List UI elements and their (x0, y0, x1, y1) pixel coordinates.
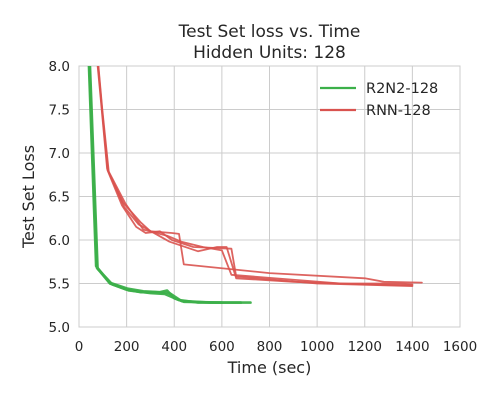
x-axis-label: Time (sec) (227, 358, 312, 377)
x-tick-label: 200 (114, 339, 140, 355)
series-line-r2n2-128 (88, 66, 243, 304)
x-tick-label: 1400 (395, 339, 429, 355)
series-line-rnn-128 (97, 66, 414, 286)
y-tick-label: 6.0 (49, 233, 70, 249)
y-tick-label: 6.5 (49, 190, 70, 206)
x-tick-labels: 0 200 400 600 800 1000 1200 1400 1600 (75, 339, 477, 355)
x-tick-label: 1000 (300, 339, 334, 355)
y-tick-labels: 5.0 5.5 6.0 6.5 7.0 7.5 8.0 (49, 59, 70, 336)
y-tick-label: 7.5 (49, 103, 70, 119)
series-r2n2-128 (87, 66, 252, 304)
y-tick-label: 7.0 (49, 146, 70, 162)
y-tick-label: 5.0 (49, 320, 70, 336)
x-tick-label: 0 (75, 339, 84, 355)
x-tick-label: 600 (209, 339, 235, 355)
legend-label-r2n2-128: R2N2-128 (366, 81, 438, 97)
series-rnn-128 (96, 66, 423, 287)
chart-title: Test Set loss vs. Time (178, 22, 361, 42)
x-tick-label: 400 (161, 339, 187, 355)
series-layer (87, 66, 423, 304)
y-tick-label: 5.5 (49, 277, 70, 293)
chart-subtitle: Hidden Units: 128 (193, 43, 346, 63)
x-tick-label: 1600 (443, 339, 477, 355)
y-axis-label: Test Set Loss (19, 145, 38, 249)
y-tick-label: 8.0 (49, 59, 70, 75)
x-tick-label: 800 (257, 339, 283, 355)
legend: R2N2-128 RNN-128 (320, 81, 438, 119)
legend-label-rnn-128: RNN-128 (366, 103, 431, 119)
x-tick-label: 1200 (348, 339, 382, 355)
